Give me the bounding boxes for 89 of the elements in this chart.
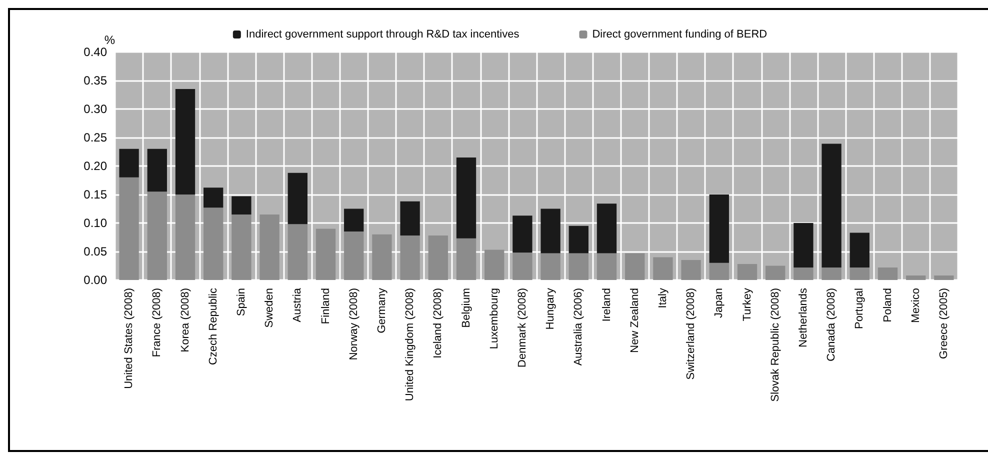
bar [512, 252, 532, 280]
bar [512, 216, 532, 253]
bar [456, 238, 476, 280]
bar [119, 177, 139, 280]
bar [175, 194, 196, 280]
bar [288, 172, 308, 224]
bar [456, 157, 476, 238]
bar [709, 194, 729, 263]
x-tick-label: Luxembourg [488, 288, 500, 350]
x-tick-label: Norway (2008) [348, 288, 360, 360]
bar [232, 214, 252, 280]
x-tick-label: Iceland (2008) [432, 288, 444, 358]
x-tick-label: Mexico [910, 288, 922, 323]
x-tick-label: Czech Republic [207, 288, 220, 366]
x-tick-label: Switzerland (2008) [685, 288, 698, 380]
x-tick-label: Japan [713, 288, 726, 318]
bar [596, 253, 617, 280]
bar [681, 260, 701, 280]
x-tick-label: Sweden [264, 288, 276, 328]
x-tick-label: Netherlands [797, 288, 810, 348]
bar [175, 89, 196, 194]
x-tick-label: Germany [376, 288, 388, 334]
bar [344, 232, 364, 280]
x-tick-label: Spain [235, 288, 248, 316]
bar [822, 144, 842, 268]
bar [822, 267, 842, 280]
y-tick-label: 0.20 [84, 159, 108, 173]
bar [568, 226, 588, 254]
bar [625, 253, 645, 280]
bar [400, 236, 420, 280]
bar [878, 267, 898, 280]
x-tick-label: Ireland [600, 288, 613, 322]
bar [428, 236, 448, 280]
bar [288, 224, 308, 280]
bar [232, 196, 252, 214]
y-tick-label: 0.35 [84, 74, 108, 88]
x-tick-label: France (2008) [151, 288, 164, 358]
bar [568, 253, 588, 280]
bar [737, 264, 758, 280]
x-tick-label: Austria [292, 287, 304, 322]
x-tick-label: Australia (2006) [572, 288, 585, 366]
y-tick-label: 0.05 [84, 244, 108, 258]
bar [934, 275, 954, 280]
x-tick-label: Italy [656, 288, 669, 308]
y-axis-title: % [104, 33, 116, 47]
bar [372, 234, 392, 280]
x-tick-label: Korea (2008) [179, 288, 192, 352]
bar [794, 223, 814, 268]
y-tick-label: 0.00 [84, 273, 108, 287]
x-tick-label: Greece (2005) [938, 288, 950, 359]
y-tick-label: 0.40 [84, 45, 108, 59]
bar [540, 208, 560, 254]
bar [344, 208, 364, 232]
y-tick-label: 0.30 [84, 102, 108, 116]
bar [794, 267, 814, 280]
legend-label: Indirect government support through R&D tax incentives [246, 28, 520, 40]
x-tick-label: Belgium [460, 288, 472, 328]
bar [204, 208, 224, 280]
bar [316, 228, 336, 280]
bar [260, 214, 280, 280]
x-tick-label: United Kingdom (2008) [404, 288, 416, 402]
bar [540, 253, 560, 280]
y-tick-label: 0.15 [84, 188, 108, 202]
x-tick-label: Denmark (2008) [516, 288, 528, 368]
bar [653, 257, 673, 280]
bar [204, 188, 224, 208]
bar [400, 201, 420, 236]
x-tick-label: Hungary [544, 288, 557, 330]
x-tick-label: Canada (2008) [826, 288, 838, 362]
x-tick-label: United States (2008) [123, 288, 136, 389]
legend-label: Direct government funding of BERD [592, 28, 768, 40]
x-tick-label: Slovak Republic (2008) [769, 288, 782, 402]
x-tick-label: Poland [882, 288, 894, 322]
x-tick-label: Portugal [854, 288, 866, 329]
y-tick-label: 0.10 [84, 216, 108, 230]
bar [906, 275, 926, 280]
bar [850, 267, 870, 280]
y-tick-label: 0.25 [84, 130, 108, 144]
bar [484, 250, 504, 280]
bar [147, 192, 167, 280]
bar [147, 148, 167, 192]
bar [766, 266, 786, 280]
x-tick-label: Turkey [741, 288, 754, 322]
bar [119, 148, 139, 178]
x-tick-label: New Zealand [628, 288, 641, 353]
bar [596, 204, 617, 254]
bar [709, 262, 729, 280]
bar [850, 232, 870, 268]
x-tick-label: Finland [320, 288, 332, 324]
